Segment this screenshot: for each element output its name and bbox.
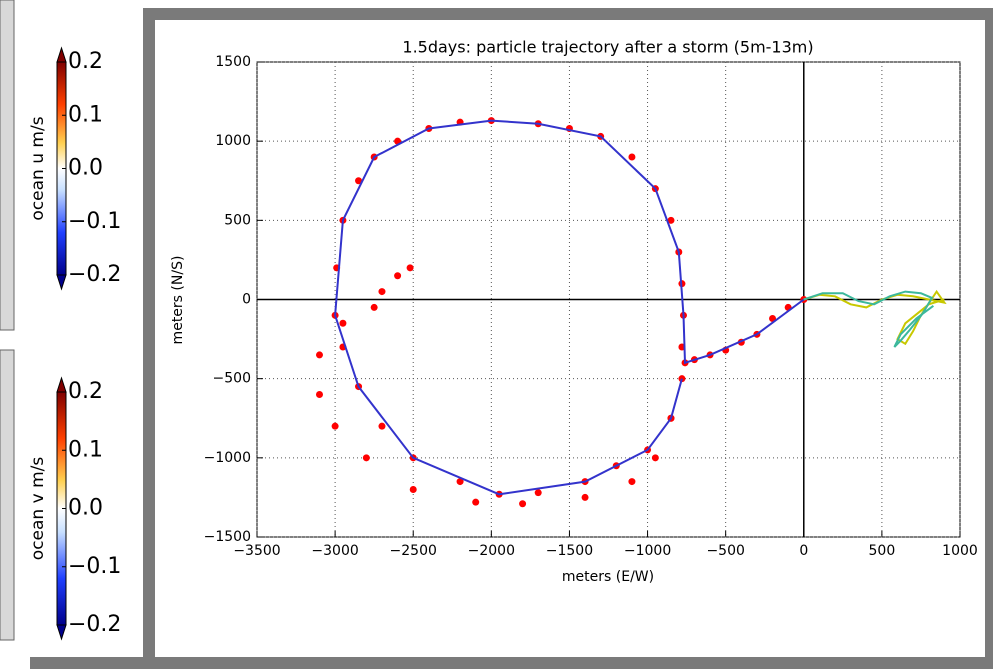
x-axis-label: meters (E/W) [562, 569, 654, 585]
y-tick-label: −500 [213, 371, 251, 387]
trajectory-dot [519, 500, 527, 508]
colorbar-tick-label: −0.1 [68, 554, 121, 579]
trajectory-line [334, 119, 805, 496]
trajectory-dot [651, 454, 659, 462]
trajectory-dot [534, 489, 542, 497]
trajectory-dot [409, 486, 417, 493]
y-axis-label: meters (N/S) [170, 256, 186, 345]
x-tick-label: 1000 [942, 543, 978, 559]
x-tick-label: −500 [706, 543, 744, 559]
x-tick-label: −1500 [546, 543, 593, 559]
colorbar-tick-label: 0.0 [68, 156, 103, 181]
trajectory-dot [667, 216, 675, 224]
colorbar-extend [56, 274, 67, 291]
colorbar-extend [56, 46, 67, 63]
trajectory-dot [628, 153, 636, 161]
colorbar-extend [56, 376, 67, 393]
trajectory-dot [406, 264, 414, 272]
colorbar-extend [56, 624, 67, 641]
y-tick-label: 500 [224, 212, 251, 228]
bottom-bar [30, 657, 993, 669]
y-tick-label: 1000 [215, 133, 251, 149]
y-tick-label: 1500 [215, 54, 251, 70]
x-tick-label: −1000 [624, 543, 671, 559]
trajectory-dot [378, 422, 386, 430]
trajectory-dot [315, 351, 323, 359]
x-tick-label: −2000 [468, 543, 515, 559]
colorbar-tick-label: 0.2 [68, 379, 103, 404]
trajectory-dot [378, 288, 386, 296]
trajectory-dot [394, 272, 402, 280]
trajectory-dot [331, 422, 339, 430]
trajectory-dot [315, 391, 323, 398]
trajectory-dot [678, 375, 686, 383]
trajectory-dot [355, 177, 363, 185]
trajectory-dot [370, 303, 378, 311]
x-tick-label: 0 [799, 543, 808, 559]
plot-panel [155, 20, 985, 657]
colorbar-tick-label: −0.2 [68, 262, 121, 287]
trajectory-dot [472, 498, 480, 506]
colorbar-tick-label: −0.1 [68, 209, 121, 234]
x-tick-label: −3000 [311, 543, 358, 559]
colorbar-label: ocean u m/s [28, 116, 48, 220]
x-tick-label: −2500 [390, 543, 437, 559]
trajectory-dot [628, 478, 636, 486]
colorbar-tick-label: −0.2 [68, 612, 121, 637]
colorbar-tick-label: 0.2 [68, 49, 103, 74]
side-panel [0, 0, 15, 331]
colorbar-label: ocean v m/s [28, 457, 48, 561]
trajectory-dot [362, 454, 370, 462]
chart-title: 1.5days: particle trajectory after a sto… [402, 38, 813, 57]
y-tick-label: 0 [242, 292, 251, 308]
side-panel [0, 349, 15, 641]
trajectory-dot [581, 493, 589, 501]
trajectory-line [803, 290, 934, 348]
colorbar-tick-label: 0.1 [68, 437, 103, 462]
trajectory-dot [339, 319, 347, 327]
colorbar-tick-label: 0.1 [68, 102, 103, 127]
trajectory-dot [456, 478, 464, 486]
y-tick-label: −1000 [204, 450, 251, 466]
x-tick-label: −3500 [233, 543, 280, 559]
y-tick-label: −1500 [204, 529, 251, 545]
colorbar-tick-label: 0.0 [68, 496, 103, 521]
x-tick-label: 500 [869, 543, 896, 559]
